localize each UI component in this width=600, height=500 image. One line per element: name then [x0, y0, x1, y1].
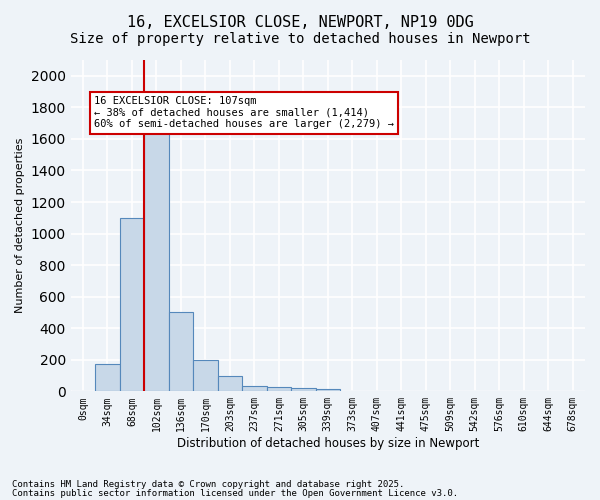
X-axis label: Distribution of detached houses by size in Newport: Distribution of detached houses by size … [176, 437, 479, 450]
Text: Contains HM Land Registry data © Crown copyright and database right 2025.: Contains HM Land Registry data © Crown c… [12, 480, 404, 489]
Text: 16, EXCELSIOR CLOSE, NEWPORT, NP19 0DG: 16, EXCELSIOR CLOSE, NEWPORT, NP19 0DG [127, 15, 473, 30]
Bar [119, 218, 144, 392]
Bar [291, 388, 316, 392]
Y-axis label: Number of detached properties: Number of detached properties [15, 138, 25, 314]
Bar [218, 376, 242, 392]
Text: Contains public sector information licensed under the Open Government Licence v3: Contains public sector information licen… [12, 489, 458, 498]
Bar [316, 389, 340, 392]
Bar [144, 131, 169, 392]
Bar [95, 364, 119, 392]
Bar [169, 312, 193, 392]
Text: Size of property relative to detached houses in Newport: Size of property relative to detached ho… [70, 32, 530, 46]
Bar [242, 386, 266, 392]
Bar [193, 360, 218, 392]
Bar [266, 388, 291, 392]
Text: 16 EXCELSIOR CLOSE: 107sqm
← 38% of detached houses are smaller (1,414)
60% of s: 16 EXCELSIOR CLOSE: 107sqm ← 38% of deta… [94, 96, 394, 130]
